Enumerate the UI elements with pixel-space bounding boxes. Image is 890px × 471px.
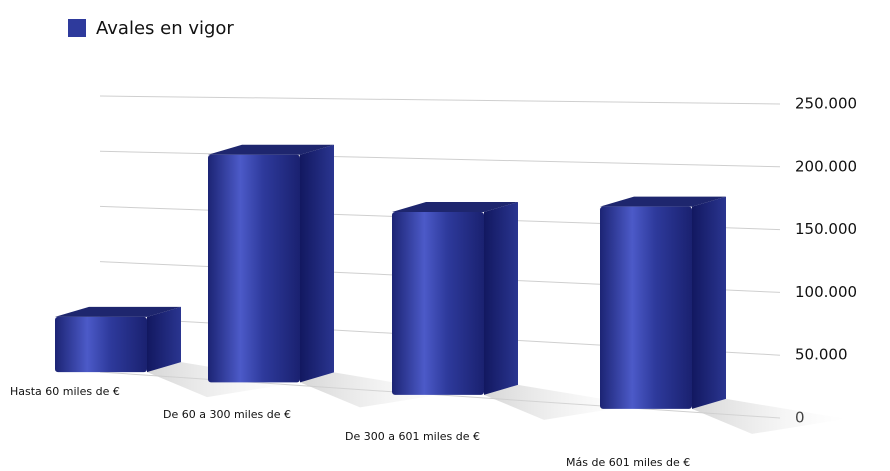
bar [208,144,334,383]
bar-shadow [484,384,638,420]
bar-face [300,144,334,383]
bar-face [484,202,518,395]
x-tick-label: Más de 601 miles de € [566,456,690,469]
bar [392,202,518,395]
y-tick-label: 100.000 [795,283,857,301]
bar-face [392,212,484,395]
y-tick-label: 150.000 [795,220,857,238]
grid-line [99,150,781,168]
y-tick-label: 50.000 [795,346,848,364]
bar-face [692,196,726,409]
bar-shadow [300,372,454,408]
bar-face [600,206,692,409]
legend-label: Avales en vigor [96,18,234,39]
bar-face [55,306,181,317]
bar-face [147,306,181,373]
legend-swatch [68,19,86,37]
y-tick-label: 250.000 [795,95,857,113]
bar-face [600,196,726,207]
grid-line [99,95,781,105]
x-tick-label: De 60 a 300 miles de € [163,408,291,421]
x-tick-label: Hasta 60 miles de € [10,385,120,398]
bar-face [392,202,518,213]
bar-face [208,144,334,155]
bar [600,196,726,409]
y-tick-label: 200.000 [795,157,857,175]
bar-shadow [692,398,846,434]
bar-face [208,154,300,383]
bar-face [55,316,147,373]
x-tick-label: De 300 a 601 miles de € [345,430,480,443]
bar [55,306,181,373]
